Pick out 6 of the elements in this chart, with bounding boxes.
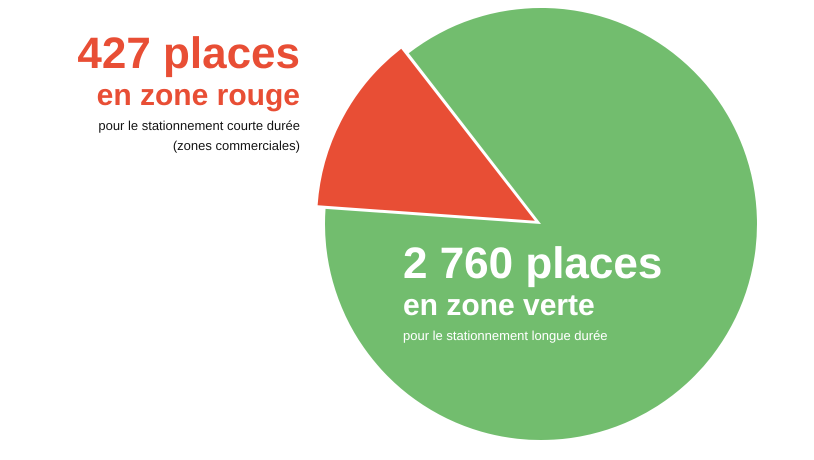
data-label: 427 places (76, 29, 300, 78)
slice-label: en zone verte (403, 288, 596, 324)
slice-label: en zone rouge (96, 78, 300, 114)
text: pour le stationnement longue durée (403, 327, 609, 345)
data-label: 2 760 places (403, 239, 664, 288)
text: pour le stationnement courte durée (zones commerciales) (97, 117, 300, 155)
